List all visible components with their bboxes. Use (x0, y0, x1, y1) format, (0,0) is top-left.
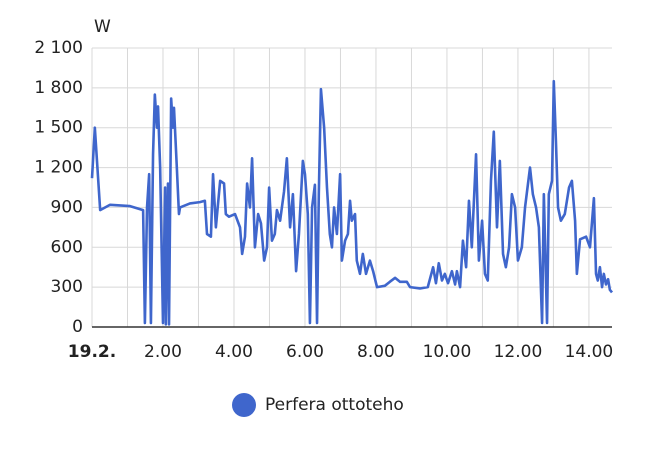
y-axis-label: W (94, 17, 111, 37)
y-tick-label: 1 500 (34, 118, 83, 138)
x-tick-label: 6.00 (286, 342, 324, 362)
data-line (90, 79, 614, 326)
x-tick-label: 10.00 (423, 342, 472, 362)
y-tick-label: 300 (51, 277, 83, 297)
legend-label: Perfera ottoteho (265, 395, 404, 415)
y-tick-label: 1 200 (34, 158, 83, 178)
y-tick-label: 600 (51, 237, 83, 257)
y-tick-label: 900 (51, 197, 83, 217)
y-tick-label: 1 800 (34, 78, 83, 98)
x-tick-label: 14.00 (565, 342, 614, 362)
y-tick-label: 0 (72, 317, 83, 337)
x-tick-label: 4.00 (215, 342, 253, 362)
x-tick-label: 12.00 (494, 342, 543, 362)
x-tick-label: 8.00 (357, 342, 395, 362)
y-tick-label: 2 100 (34, 38, 83, 58)
legend-marker (232, 393, 256, 417)
x-tick-label: 19.2. (68, 342, 116, 362)
x-tick-label: 2.00 (144, 342, 182, 362)
